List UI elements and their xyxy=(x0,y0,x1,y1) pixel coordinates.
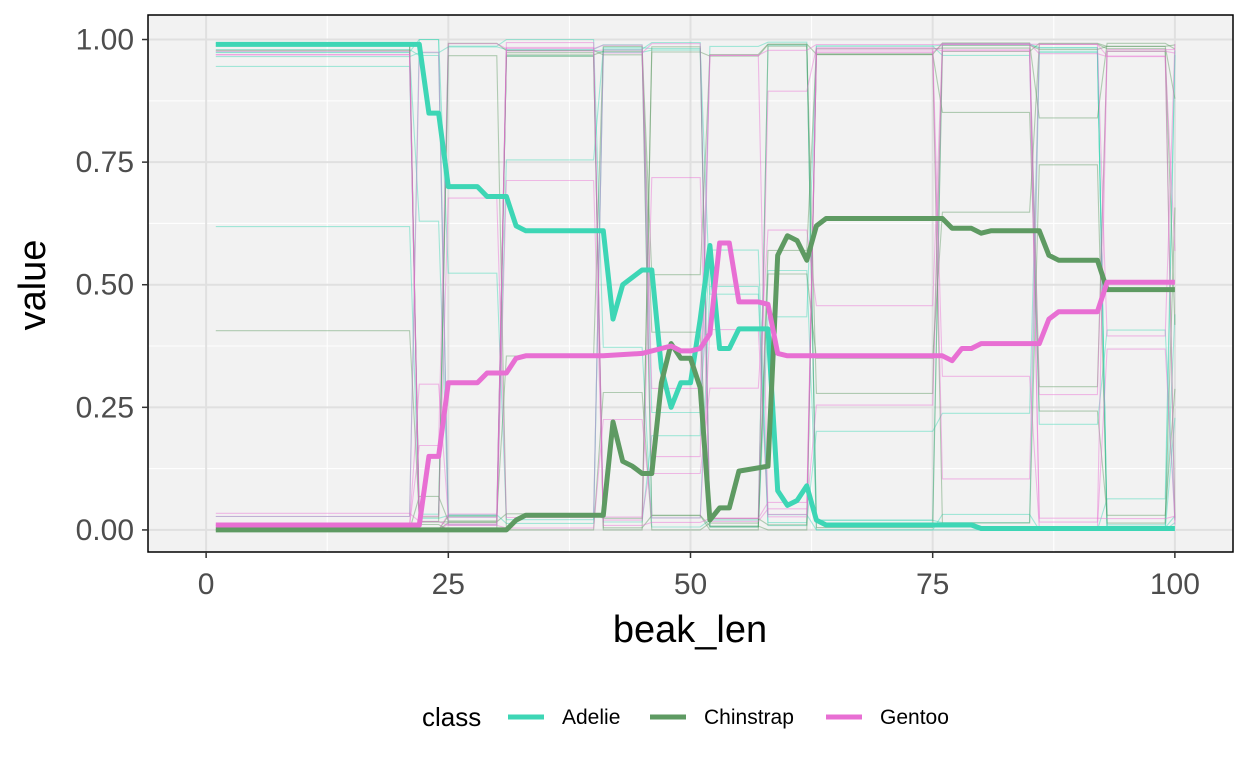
y-tick-label: 0.25 xyxy=(76,391,134,424)
legend: class Adelie Chinstrap Gentoo xyxy=(422,702,949,732)
x-tick-label: 75 xyxy=(916,568,949,601)
x-axis-title: beak_len xyxy=(613,609,767,651)
series-line-chinstrap xyxy=(215,216,1175,533)
average-curves xyxy=(215,41,1175,533)
y-axis-title: value xyxy=(12,240,54,331)
x-tick-label: 25 xyxy=(432,568,465,601)
individual-curve xyxy=(215,43,1176,523)
y-tick-label: 1.00 xyxy=(76,24,134,57)
individual-curve xyxy=(215,46,1175,531)
legend-label-chinstrap: Chinstrap xyxy=(704,706,794,729)
grid xyxy=(148,15,1233,552)
x-tick-label: 0 xyxy=(198,568,215,601)
legend-label-gentoo: Gentoo xyxy=(880,706,949,729)
individual-curve xyxy=(215,43,1176,528)
individual-curve xyxy=(215,38,1176,531)
individual-curve xyxy=(215,42,1176,526)
y-tick-label: 0.00 xyxy=(76,514,134,547)
individual-curve xyxy=(215,49,1176,531)
legend-title: class xyxy=(422,702,481,732)
y-axis-ticks: 0.00 0.25 0.50 0.75 1.00 xyxy=(76,24,148,547)
legend-label-adelie: Adelie xyxy=(562,706,620,729)
individual-curve xyxy=(215,38,1176,531)
individual-curve xyxy=(215,48,1176,531)
x-axis-ticks: 0 25 50 75 100 xyxy=(198,552,1200,601)
individual-curve xyxy=(215,43,1176,529)
series-line-gentoo xyxy=(215,240,1175,528)
individual-curve xyxy=(215,38,1176,531)
individual-curve xyxy=(215,42,1176,526)
y-tick-label: 0.50 xyxy=(76,269,134,302)
y-tick-label: 0.75 xyxy=(76,146,134,179)
series-line-adelie xyxy=(215,41,1175,531)
x-tick-label: 50 xyxy=(674,568,707,601)
individual-curve xyxy=(215,44,1176,531)
x-tick-label: 100 xyxy=(1150,568,1200,601)
individual-curve xyxy=(215,45,1176,527)
